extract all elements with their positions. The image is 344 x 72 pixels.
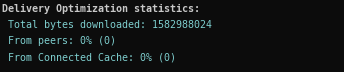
Text: From Connected Cache: 0% (0): From Connected Cache: 0% (0) — [2, 52, 176, 62]
Text: From peers: 0% (0): From peers: 0% (0) — [2, 36, 116, 46]
Text: Delivery Optimization statistics:: Delivery Optimization statistics: — [2, 4, 200, 14]
Text: Total bytes downloaded: 1582988024: Total bytes downloaded: 1582988024 — [2, 20, 212, 30]
